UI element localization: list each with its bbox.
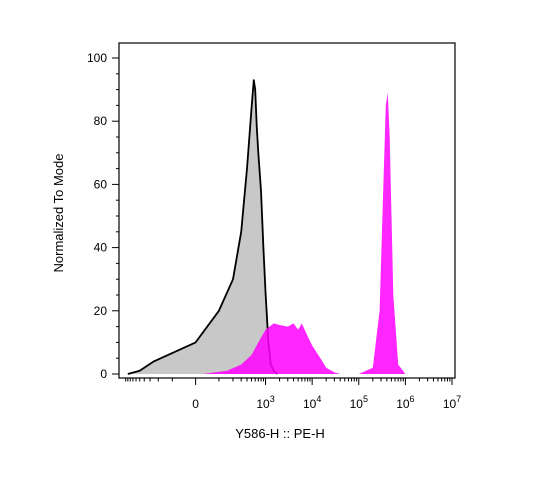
x-tick-label: 107 (443, 394, 461, 411)
y-tick-label: 60 (94, 177, 108, 191)
x-tick-label: 0 (192, 397, 199, 411)
series-1-area (127, 80, 278, 374)
x-axis-title: Y586-H :: PE-H (235, 426, 325, 441)
y-axis: 0 20 40 60 80 100 (87, 51, 119, 381)
x-tick-label: 103 (256, 394, 274, 411)
y-tick-label: 20 (94, 304, 108, 318)
y-tick-label: 80 (94, 114, 108, 128)
plot-frame (118, 42, 456, 379)
x-tick-label: 104 (303, 394, 321, 411)
y-tick-label: 40 (94, 241, 108, 255)
x-tick-label: 105 (350, 394, 368, 411)
y-tick-label: 100 (87, 51, 107, 65)
x-axis: 0 103 104 105 106 107 (125, 378, 461, 411)
y-tick-label: 0 (100, 367, 107, 381)
series-layer (127, 79, 406, 375)
x-tick-label: 106 (396, 394, 414, 411)
series-2-area (202, 92, 406, 375)
y-axis-title: Normalized To Mode (51, 154, 66, 273)
